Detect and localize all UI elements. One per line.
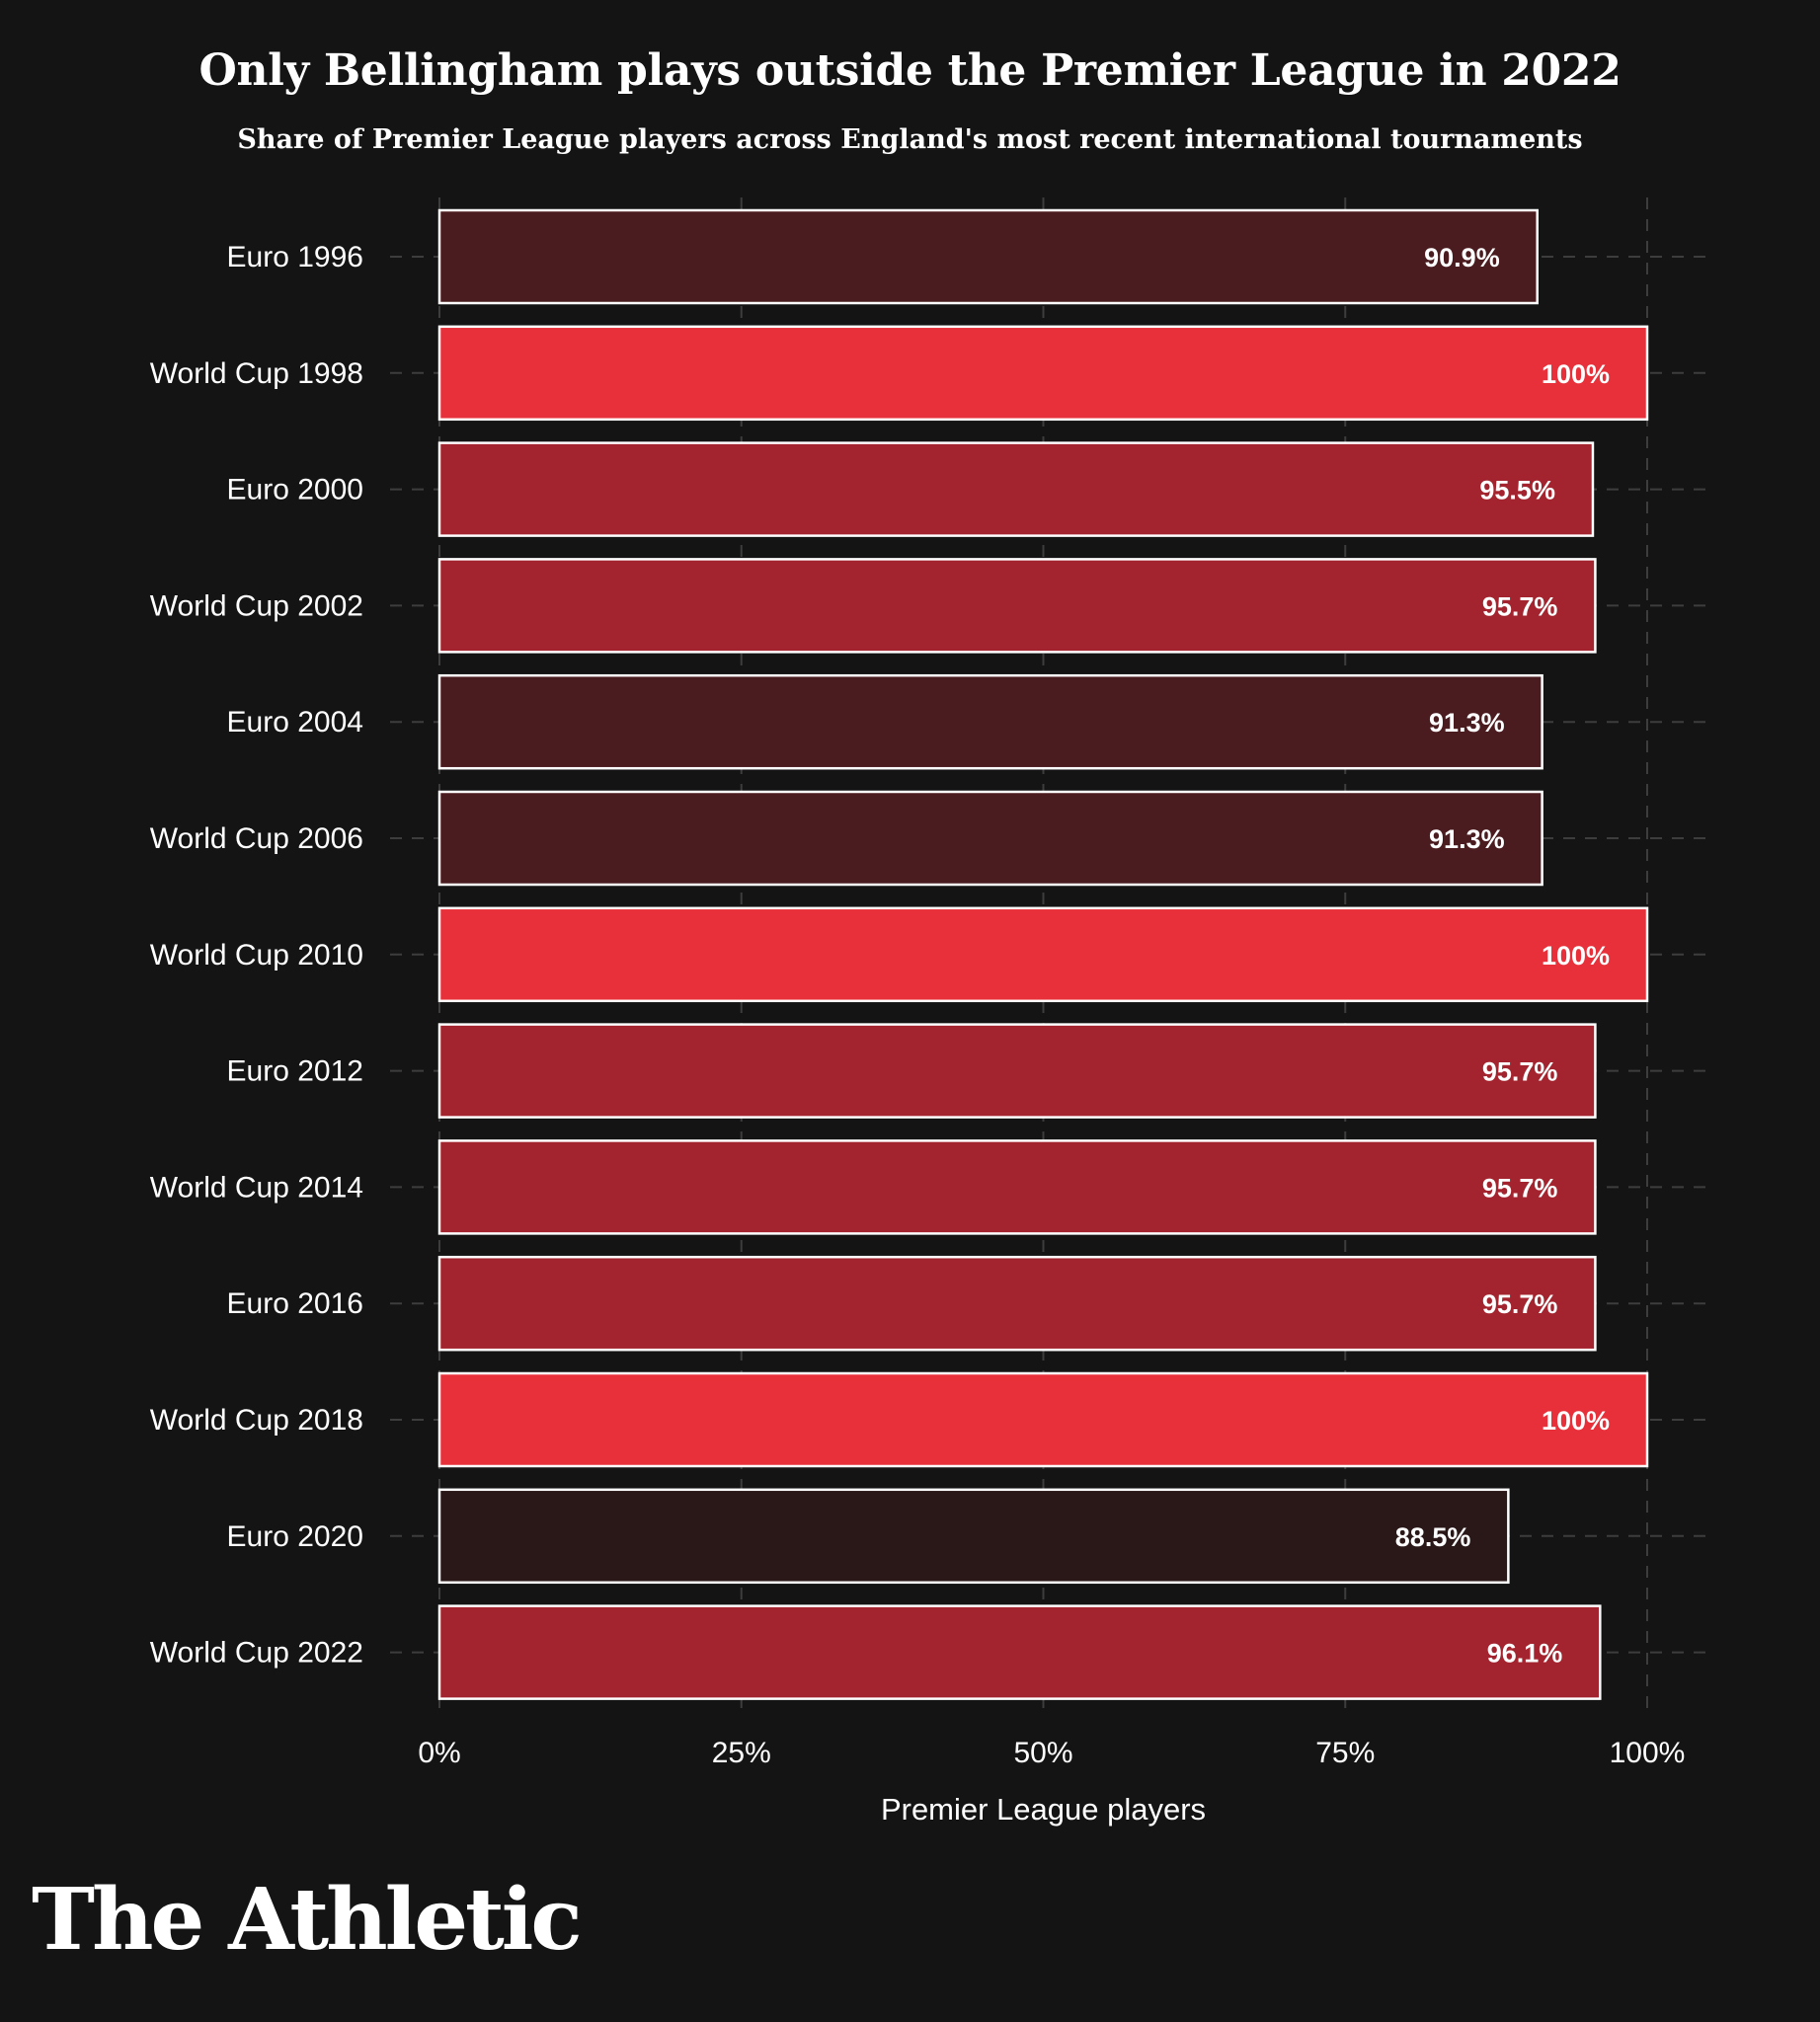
chart-subtitle: Share of Premier League players across E… (237, 124, 1583, 155)
category-label: Euro 2016 (227, 1287, 363, 1320)
data-label: 90.9% (1424, 243, 1500, 272)
x-tick-label: 50% (1013, 1737, 1072, 1769)
category-label: World Cup 2022 (150, 1637, 363, 1670)
category-label: World Cup 2018 (150, 1404, 363, 1437)
x-tick-label: 100% (1610, 1737, 1686, 1769)
category-label: World Cup 2014 (150, 1171, 363, 1204)
data-label: 95.7% (1482, 591, 1558, 621)
chart-title: Only Bellingham plays outside the Premie… (198, 45, 1622, 96)
bar-chart: Euro 1996 90.9% World Cup 1998 100% Euro 200… (150, 197, 1713, 1827)
x-tick-label: 25% (712, 1737, 771, 1769)
category-label: Euro 2012 (227, 1055, 363, 1088)
bar (437, 1371, 1649, 1468)
data-label: 95.7% (1482, 1173, 1558, 1203)
x-tick-label: 75% (1315, 1737, 1375, 1769)
data-label: 95.7% (1482, 1057, 1558, 1087)
category-label: World Cup 2010 (150, 939, 363, 972)
bar (437, 790, 1543, 887)
data-label: 100% (1542, 1406, 1610, 1436)
bar (437, 1255, 1597, 1352)
bar (437, 1488, 1510, 1585)
bar (437, 1604, 1602, 1700)
category-label: World Cup 1998 (150, 357, 363, 390)
category-label: Euro 2004 (227, 706, 363, 739)
bar (437, 208, 1539, 305)
bar (437, 1139, 1597, 1235)
category-label: Euro 1996 (227, 241, 363, 273)
data-label: 96.1% (1487, 1639, 1563, 1669)
category-label: Euro 2000 (227, 474, 363, 506)
data-label: 95.5% (1479, 476, 1555, 506)
category-label: World Cup 2002 (150, 589, 363, 622)
data-label: 91.3% (1429, 708, 1505, 738)
bar (437, 906, 1649, 1003)
data-label: 88.5% (1395, 1522, 1471, 1552)
bar (437, 441, 1595, 537)
bar (437, 325, 1649, 422)
category-label: Euro 2020 (227, 1520, 363, 1553)
category-label: World Cup 2006 (150, 822, 363, 855)
x-axis-title: Premier League players (881, 1792, 1206, 1827)
data-label: 100% (1542, 359, 1610, 389)
brand-logo: The Athletic (32, 1870, 583, 1970)
bar (437, 673, 1543, 770)
data-label: 95.7% (1482, 1289, 1558, 1319)
x-tick-label: 0% (418, 1737, 460, 1769)
data-label: 91.3% (1429, 824, 1505, 854)
bar (437, 558, 1597, 654)
data-label: 100% (1542, 941, 1610, 971)
bar (437, 1023, 1597, 1119)
